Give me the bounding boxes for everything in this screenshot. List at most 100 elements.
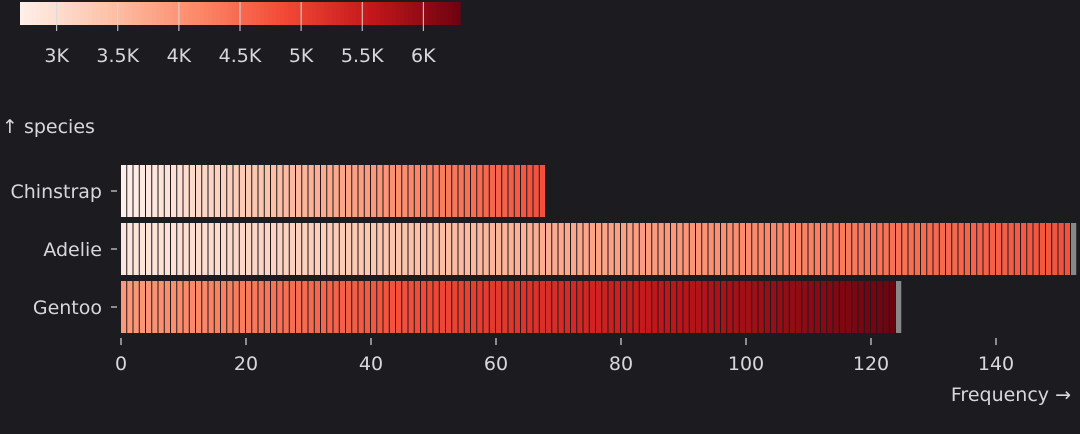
legend-swatch: [324, 2, 329, 25]
legend-swatch: [156, 2, 161, 25]
bar-unit: [758, 281, 764, 333]
bar-unit: [252, 165, 258, 217]
legend-swatch: [64, 2, 69, 25]
bar-unit: [552, 223, 558, 275]
x-tick-label: 20: [234, 353, 258, 375]
bar-unit: [314, 223, 320, 275]
x-tick-label: 100: [728, 353, 764, 375]
legend-swatch: [344, 2, 349, 25]
bar-unit: [727, 281, 733, 333]
bar-unit: [364, 281, 370, 333]
legend-swatch: [52, 2, 57, 25]
bar-unit: [446, 165, 452, 217]
legend-swatch: [432, 2, 437, 25]
legend-swatch: [380, 2, 385, 25]
bar-unit: [164, 165, 170, 217]
legend-swatch: [132, 2, 137, 25]
bar-unit: [927, 223, 933, 275]
bar-unit: [396, 223, 402, 275]
bar-unit: [1046, 223, 1052, 275]
bar-unit: [377, 165, 383, 217]
bar-unit: [208, 281, 214, 333]
bar-unit: [733, 281, 739, 333]
bar-unit: [608, 223, 614, 275]
legend-swatch: [96, 2, 101, 25]
bar-unit: [321, 281, 327, 333]
legend-swatch: [112, 2, 117, 25]
bar-unit: [233, 223, 239, 275]
legend-swatch: [76, 2, 81, 25]
bar-unit: [277, 281, 283, 333]
bar-unit: [377, 223, 383, 275]
bar-unit: [583, 281, 589, 333]
bar-unit: [202, 165, 208, 217]
legend-tick-label: 4K: [167, 45, 192, 67]
bar-unit: [833, 223, 839, 275]
bar-unit: [408, 165, 414, 217]
bar-unit: [446, 223, 452, 275]
bar-unit: [783, 223, 789, 275]
bar-unit: [539, 281, 545, 333]
bar-unit: [296, 165, 302, 217]
bar-unit: [427, 223, 433, 275]
legend-swatch: [424, 2, 429, 25]
legend-swatch: [80, 2, 85, 25]
bar-unit: [121, 165, 127, 217]
bar-unit: [271, 165, 277, 217]
bars: [121, 165, 1077, 333]
bar-unit: [308, 281, 314, 333]
x-axis-title: Frequency →: [951, 384, 1071, 406]
legend-swatch: [296, 2, 301, 25]
legend-swatch: [136, 2, 141, 25]
bar-unit: [227, 281, 233, 333]
legend-swatch: [436, 2, 441, 25]
bar-unit: [783, 281, 789, 333]
bar-unit: [583, 223, 589, 275]
bar-unit: [289, 223, 295, 275]
bar-unit: [452, 223, 458, 275]
bar-unit: [877, 223, 883, 275]
bar-adelie: [121, 223, 1077, 275]
legend-swatch: [316, 2, 321, 25]
bar-unit: [571, 281, 577, 333]
legend-swatch: [212, 2, 217, 25]
legend-swatch: [160, 2, 165, 25]
bar-unit: [677, 281, 683, 333]
bar-unit: [402, 281, 408, 333]
bar-unit: [264, 165, 270, 217]
bar-unit: [633, 281, 639, 333]
legend-swatch: [180, 2, 185, 25]
bar-unit: [664, 223, 670, 275]
bar-unit: [471, 165, 477, 217]
bar-unit: [1002, 223, 1008, 275]
bar-unit: [714, 281, 720, 333]
bar-unit: [902, 223, 908, 275]
bar-unit: [252, 223, 258, 275]
bar-unit: [258, 281, 264, 333]
bar-unit: [714, 223, 720, 275]
bar-unit: [196, 281, 202, 333]
bar-unit: [533, 223, 539, 275]
bar-unit: [477, 223, 483, 275]
bar-unit: [283, 281, 289, 333]
bar-unit: [289, 165, 295, 217]
legend-tick-label: 3.5K: [96, 45, 139, 67]
bar-unit: [452, 281, 458, 333]
bar-unit: [527, 281, 533, 333]
bar-unit: [227, 165, 233, 217]
color-legend: 3K 3.5K 4K 4.5K 5K 5.5K 6K: [20, 2, 461, 67]
bar-unit: [1033, 223, 1039, 275]
bar-unit: [521, 165, 527, 217]
bar-unit: [471, 281, 477, 333]
bar-unit: [802, 223, 808, 275]
legend-swatch: [312, 2, 317, 25]
legend-swatch: [388, 2, 393, 25]
bar-unit: [264, 281, 270, 333]
bar-unit: [402, 165, 408, 217]
bar-unit: [321, 165, 327, 217]
bar-unit: [727, 223, 733, 275]
bar-unit: [564, 223, 570, 275]
bar-unit: [933, 223, 939, 275]
bar-unit: [408, 281, 414, 333]
